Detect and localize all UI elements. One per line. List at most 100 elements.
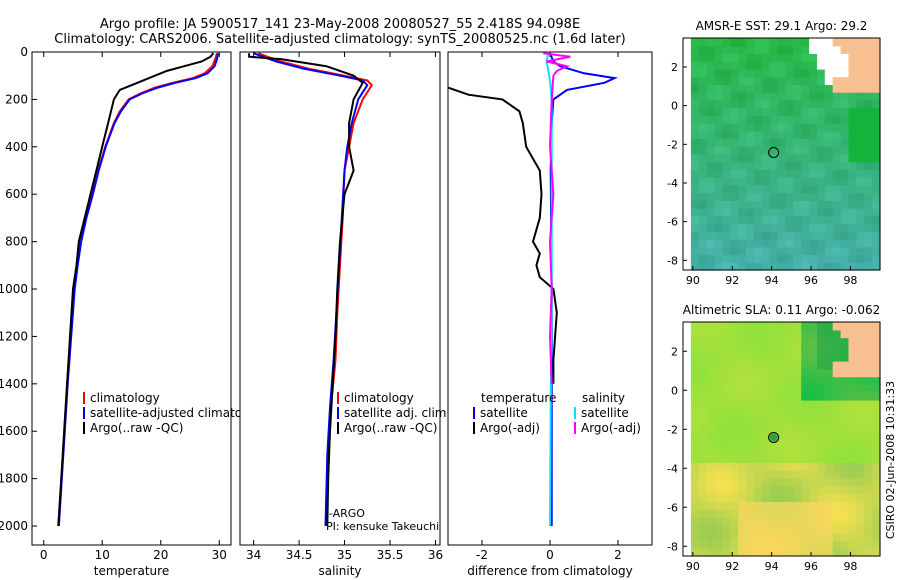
sst_map-cell <box>872 61 881 70</box>
sla_map-cell <box>738 337 747 346</box>
sla_map-cell <box>801 392 810 401</box>
sla_map-cell <box>777 524 787 534</box>
sla_map-cell <box>698 392 708 401</box>
sla_map-cell <box>864 361 873 370</box>
sst_map-cell <box>769 254 779 263</box>
sla_map-cell <box>848 548 857 557</box>
sla_map-cell <box>817 368 826 378</box>
sst_map-cell <box>706 239 716 248</box>
sst_map-cell <box>817 146 826 155</box>
sst_map-cell <box>698 177 708 186</box>
sla_map-cell <box>714 517 723 526</box>
sla_map-cell <box>817 361 826 370</box>
sla_map-cell <box>801 493 810 502</box>
sla_map-cell <box>848 540 857 549</box>
sla_map-cell <box>722 423 731 432</box>
sst_map-cell <box>785 53 794 62</box>
sla_map-cell <box>840 485 850 495</box>
sst_map-cell <box>832 231 842 240</box>
sst_map-cell <box>761 208 771 217</box>
sla_map-cell <box>809 478 818 487</box>
sst_map-cell <box>738 154 747 163</box>
sst_map-cell <box>761 231 771 240</box>
sst_map-cell <box>746 169 755 178</box>
sla_map-cell <box>872 353 881 362</box>
sla_map-cell <box>738 501 747 510</box>
sst_map-cell <box>785 223 794 232</box>
sla_map-cell <box>840 337 850 346</box>
sla_map-cell <box>683 392 692 401</box>
sst_map-cell <box>690 107 700 116</box>
sla_map-cell <box>801 431 810 440</box>
sst_map-cell <box>761 223 771 232</box>
sst_map-cell <box>832 38 842 47</box>
sla_map-cell <box>872 501 881 510</box>
sst_map-cell <box>817 208 826 217</box>
sla_map-cell <box>698 400 708 409</box>
sst_map-cell <box>832 200 842 209</box>
sla_map-cell <box>722 392 731 401</box>
sla_map-cell <box>817 462 826 471</box>
sla_map-cell <box>801 376 810 385</box>
sst_map-cell <box>753 161 763 170</box>
sla_map-cell <box>832 501 842 510</box>
sla_map-cell <box>856 329 865 339</box>
sla_map-cell <box>769 493 779 502</box>
sla_map-cell <box>738 524 747 534</box>
sla_map-cell <box>864 353 873 362</box>
sst_map-cell <box>864 138 873 147</box>
sst_map-cell <box>777 192 787 201</box>
sst_map-cell <box>840 254 850 263</box>
sst_map-cell <box>856 200 865 209</box>
sla_map-cell <box>832 548 842 557</box>
sla_map-cell <box>753 532 763 541</box>
sst_map-cell <box>864 239 873 248</box>
sst_map-cell <box>714 215 723 225</box>
sst_map-cell <box>793 84 802 93</box>
sla_map-cell <box>761 431 771 440</box>
sla_map-cell <box>730 423 739 432</box>
sla_map-cell <box>864 446 873 456</box>
sla_map-cell <box>714 462 723 471</box>
sla_map-cell <box>801 478 810 487</box>
sla_map-cell <box>683 501 692 510</box>
sst_map-cell <box>840 184 850 194</box>
sst_map-cell <box>738 169 747 178</box>
salinity-series-line <box>248 53 364 527</box>
sst_map-cell <box>730 123 739 132</box>
sla_map-cell <box>769 540 779 549</box>
sst_map-cell <box>848 138 857 147</box>
sla_map-cell <box>832 384 842 393</box>
sst_map-cell <box>746 84 755 93</box>
sla_map-cell <box>856 384 865 393</box>
sst_map-cell <box>698 239 708 248</box>
sst_map-cell <box>824 45 834 54</box>
sst_map-cell <box>785 45 794 54</box>
sst_map-cell <box>777 115 787 124</box>
sla_map-cell <box>801 361 810 370</box>
sst_map-title: AMSR-E SST: 29.1 Argo: 29.2 <box>696 19 868 33</box>
sst_map-cell <box>746 61 755 70</box>
sla_map-cell <box>864 470 873 479</box>
sla_map-cell <box>785 376 794 385</box>
sst_map-cell <box>769 76 779 85</box>
sst_map-cell <box>840 138 850 147</box>
sst_map-cell <box>872 45 881 54</box>
salinity-legend-label: satellite adj. clim. <box>344 406 450 420</box>
sst_map-cell <box>753 53 763 62</box>
sst_map-cell <box>848 200 857 209</box>
sst_map-cell <box>714 177 723 186</box>
sst_map-cell <box>793 38 802 47</box>
sla_map-cell <box>761 353 771 362</box>
sst_map-cell <box>824 262 834 271</box>
sla_map-cell <box>714 501 723 510</box>
sla_map-cell <box>777 493 787 502</box>
sst_map-cell <box>824 38 834 47</box>
sst_map-cell <box>690 99 700 109</box>
sla_map-cell <box>840 384 850 393</box>
sla_map-cell <box>824 384 834 393</box>
sst_map-cell <box>801 239 810 248</box>
sla_map-cell <box>840 509 850 518</box>
sst_map-cell <box>730 154 739 163</box>
sla_map-cell <box>698 431 708 440</box>
